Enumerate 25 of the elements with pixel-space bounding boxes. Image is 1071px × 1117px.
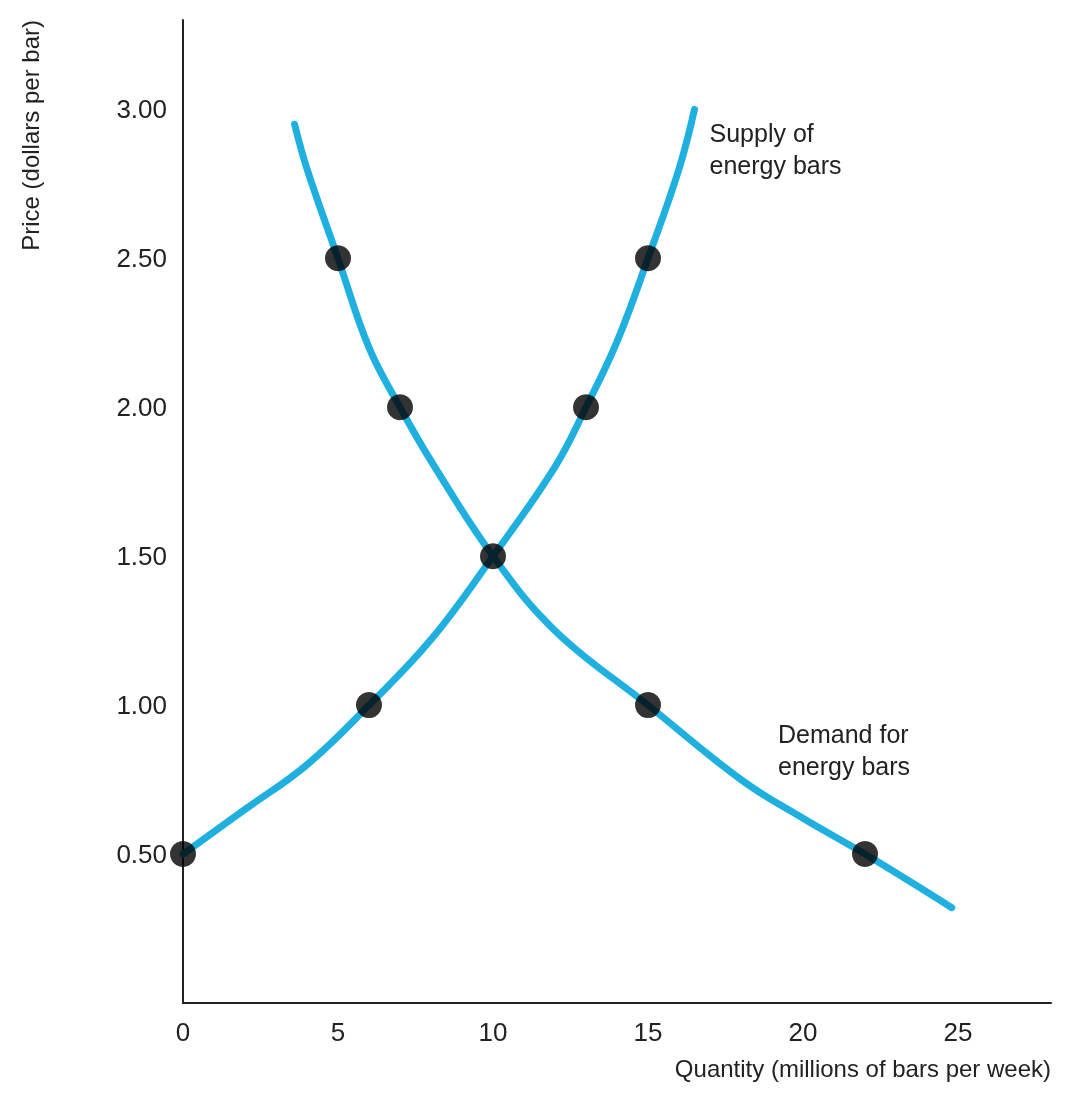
y-axis-title: Price (dollars per bar): [16, 19, 44, 251]
y-tick-label: 2.50: [116, 243, 167, 274]
x-tick-label: 10: [478, 1017, 508, 1047]
point: [852, 841, 878, 868]
y-tick-label: 3.00: [116, 94, 167, 125]
x-tick-label: 5: [330, 1017, 346, 1047]
x-tick-label: 15: [633, 1017, 663, 1047]
x-tick-label: 25: [943, 1017, 973, 1047]
point: [387, 394, 413, 421]
x-axis-title: Quantity (millions of bars per week): [674, 1054, 1051, 1082]
x-tick-label: 0: [175, 1017, 191, 1047]
point: [573, 394, 599, 421]
series-label: Supply of energy bars: [709, 119, 842, 180]
point: [480, 543, 506, 570]
y-tick-label: 1.50: [116, 541, 167, 572]
point: [635, 245, 661, 272]
y-tick-label: 1.00: [116, 690, 167, 721]
point: [356, 692, 382, 719]
point: [635, 692, 661, 719]
x-tick-label: 20: [788, 1017, 818, 1047]
y-tick-label: 2.00: [116, 392, 167, 423]
series-label: Demand for energy bars: [778, 720, 916, 781]
point: [170, 841, 196, 868]
y-tick-label: 0.50: [116, 839, 167, 870]
point: [325, 245, 351, 272]
